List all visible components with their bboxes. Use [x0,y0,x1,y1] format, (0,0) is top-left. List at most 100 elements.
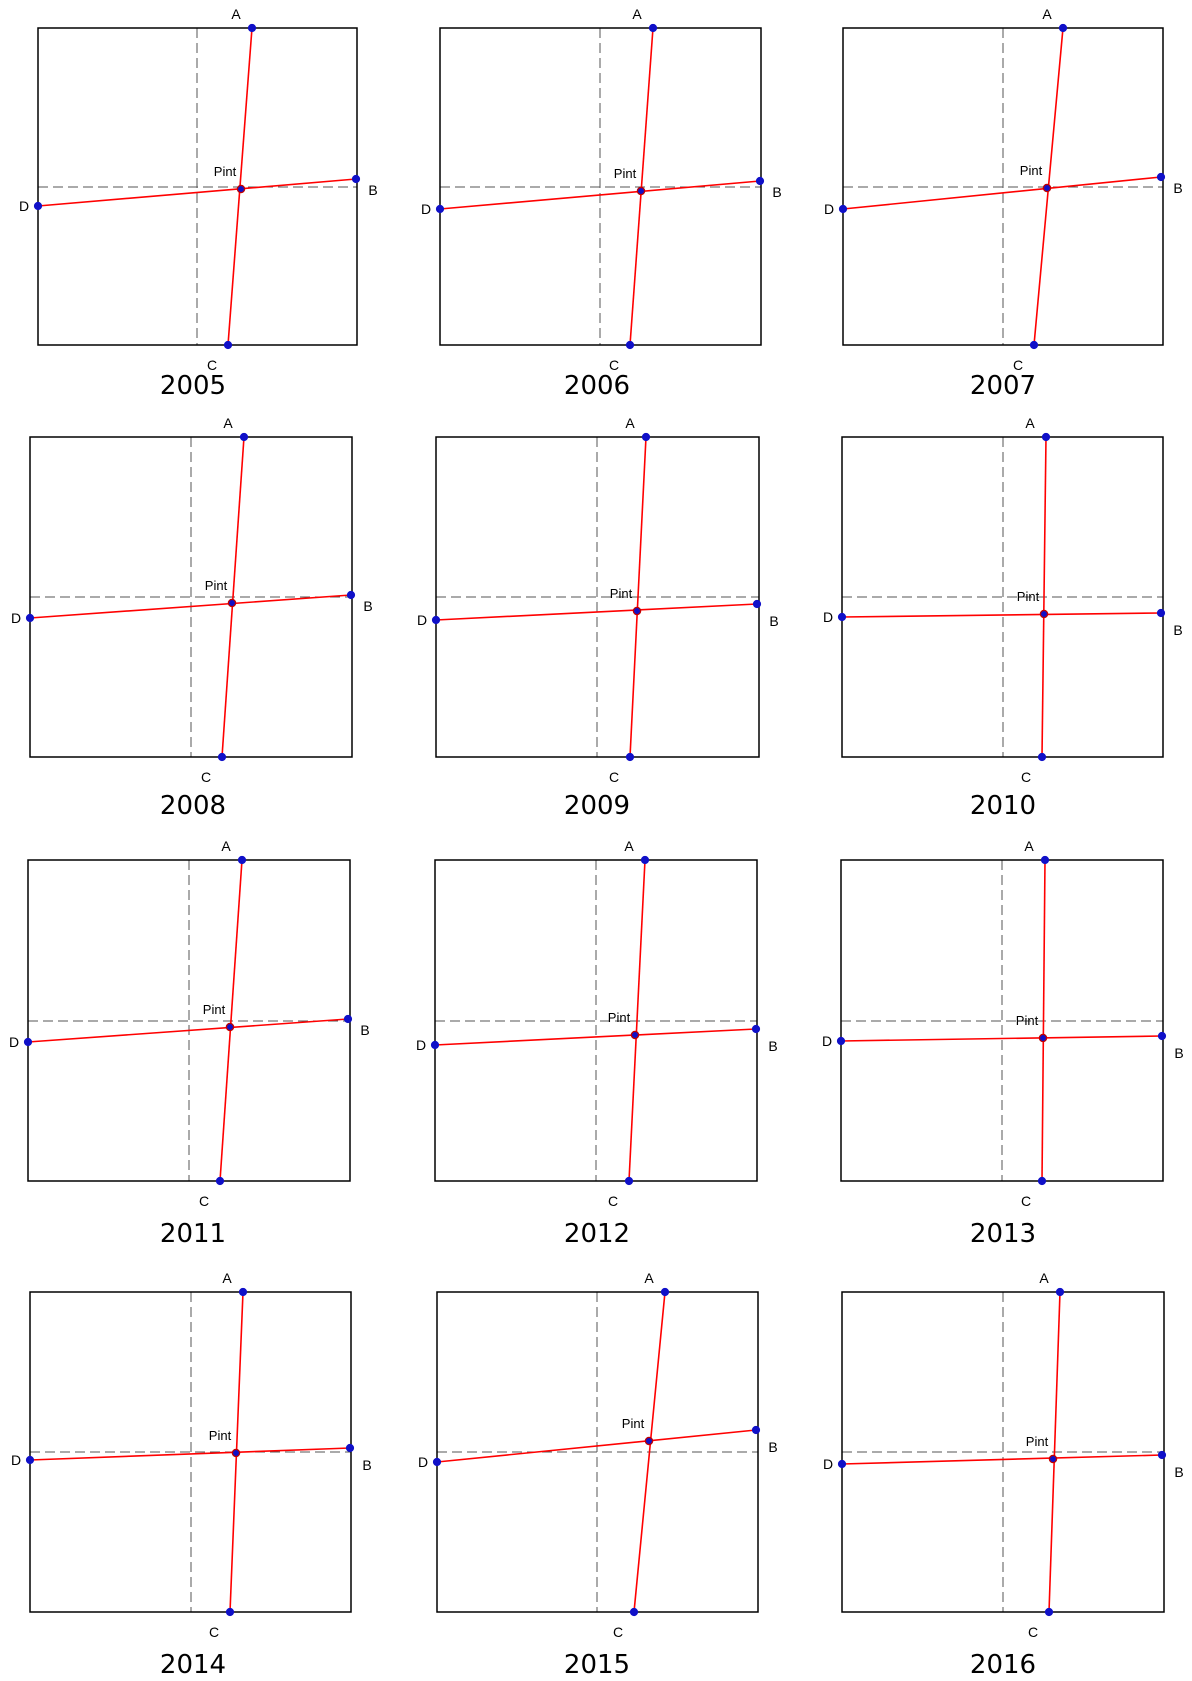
point-a [640,855,650,865]
label-pint: Pint [1016,1013,1039,1028]
point-c [625,752,635,762]
frame [37,27,358,346]
year-caption: 2012 [564,1219,630,1249]
point-d [431,615,441,625]
point-d [23,1037,33,1047]
point-c [215,1176,225,1186]
label-c: C [209,1624,219,1640]
point-d [25,1455,35,1465]
label-pint: Pint [622,1416,645,1431]
label-pint: Pint [1017,589,1040,604]
panel-2015: A C D B Pint 2015 [418,1270,778,1680]
point-b [751,1024,761,1034]
point-pint [236,184,246,194]
line-d-b [436,1429,757,1463]
point-c [217,752,227,762]
label-d: D [824,201,834,217]
label-pint: Pint [610,586,633,601]
point-a [1040,855,1050,865]
year-caption: 2006 [564,371,630,401]
frame [840,859,1164,1182]
point-pint [644,1436,654,1446]
point-pint [227,598,237,608]
panel-2005: A C D B Pint 2005 [19,6,378,401]
point-b [755,176,765,186]
point-d [33,201,43,211]
line-d-b [37,178,357,207]
panel-2009: A C D B Pint 2009 [417,415,779,821]
point-a [1058,23,1068,33]
label-pint: Pint [214,164,237,179]
label-a: A [1024,838,1034,854]
panel-2007: A C D B Pint 2007 [824,6,1183,401]
label-a: A [1039,1270,1049,1286]
line-a-c [628,859,646,1182]
label-c: C [1028,1624,1038,1640]
label-pint: Pint [1020,163,1043,178]
line-a-c [1048,1291,1061,1613]
point-pint [632,606,642,616]
point-d [838,204,848,214]
point-a [239,432,249,442]
label-d: D [823,1456,833,1472]
label-b: B [769,613,778,629]
point-a [648,23,658,33]
line-d-b [841,612,1162,618]
label-d: D [822,1033,832,1049]
label-c: C [609,769,619,785]
point-pint [630,1030,640,1040]
point-c [223,340,233,350]
point-a [1055,1287,1065,1297]
point-b [351,174,361,184]
label-b: B [768,1038,777,1054]
label-b: B [768,1439,777,1455]
year-caption: 2009 [564,791,630,821]
year-caption: 2005 [160,371,226,401]
panel-2012: A C D B Pint 2012 [416,838,778,1249]
year-caption: 2011 [160,1219,226,1249]
line-d-b [29,594,352,619]
panel-2010: A C D B Pint 2010 [823,415,1183,821]
point-b [1157,1450,1167,1460]
frame [435,436,760,758]
point-d [836,1036,846,1046]
label-a: A [221,838,231,854]
label-d: D [416,1037,426,1053]
line-d-b [27,1018,349,1043]
line-a-c [633,1291,666,1613]
point-b [752,599,762,609]
point-pint [225,1022,235,1032]
label-d: D [417,612,427,628]
point-b [751,1425,761,1435]
line-d-b [840,1035,1163,1042]
point-d [837,1459,847,1469]
panel-2013: A C D B Pint 2013 [822,838,1184,1249]
line-a-c [219,859,243,1182]
panel-2016: A C D B Pint 2016 [823,1270,1184,1680]
label-d: D [11,1452,21,1468]
label-c: C [613,1624,623,1640]
year-caption: 2007 [970,371,1036,401]
frame [841,436,1164,758]
panel-2006: A C D B Pint 2006 [421,6,782,401]
point-d [25,613,35,623]
label-a: A [222,1270,232,1286]
label-pint: Pint [205,578,228,593]
label-a: A [625,415,635,431]
point-a [247,23,257,33]
label-b: B [1173,622,1182,638]
point-d [432,1457,442,1467]
point-a [1041,432,1051,442]
label-pint: Pint [1026,1434,1049,1449]
point-b [1156,172,1166,182]
point-a [238,1287,248,1297]
frame [434,859,758,1182]
line-d-b [29,1447,351,1461]
frame [436,1291,759,1613]
label-b: B [1173,180,1182,196]
point-c [1037,752,1047,762]
label-a: A [223,415,233,431]
line-a-c [1041,859,1046,1182]
point-pint [1039,609,1049,619]
line-d-b [842,176,1162,210]
